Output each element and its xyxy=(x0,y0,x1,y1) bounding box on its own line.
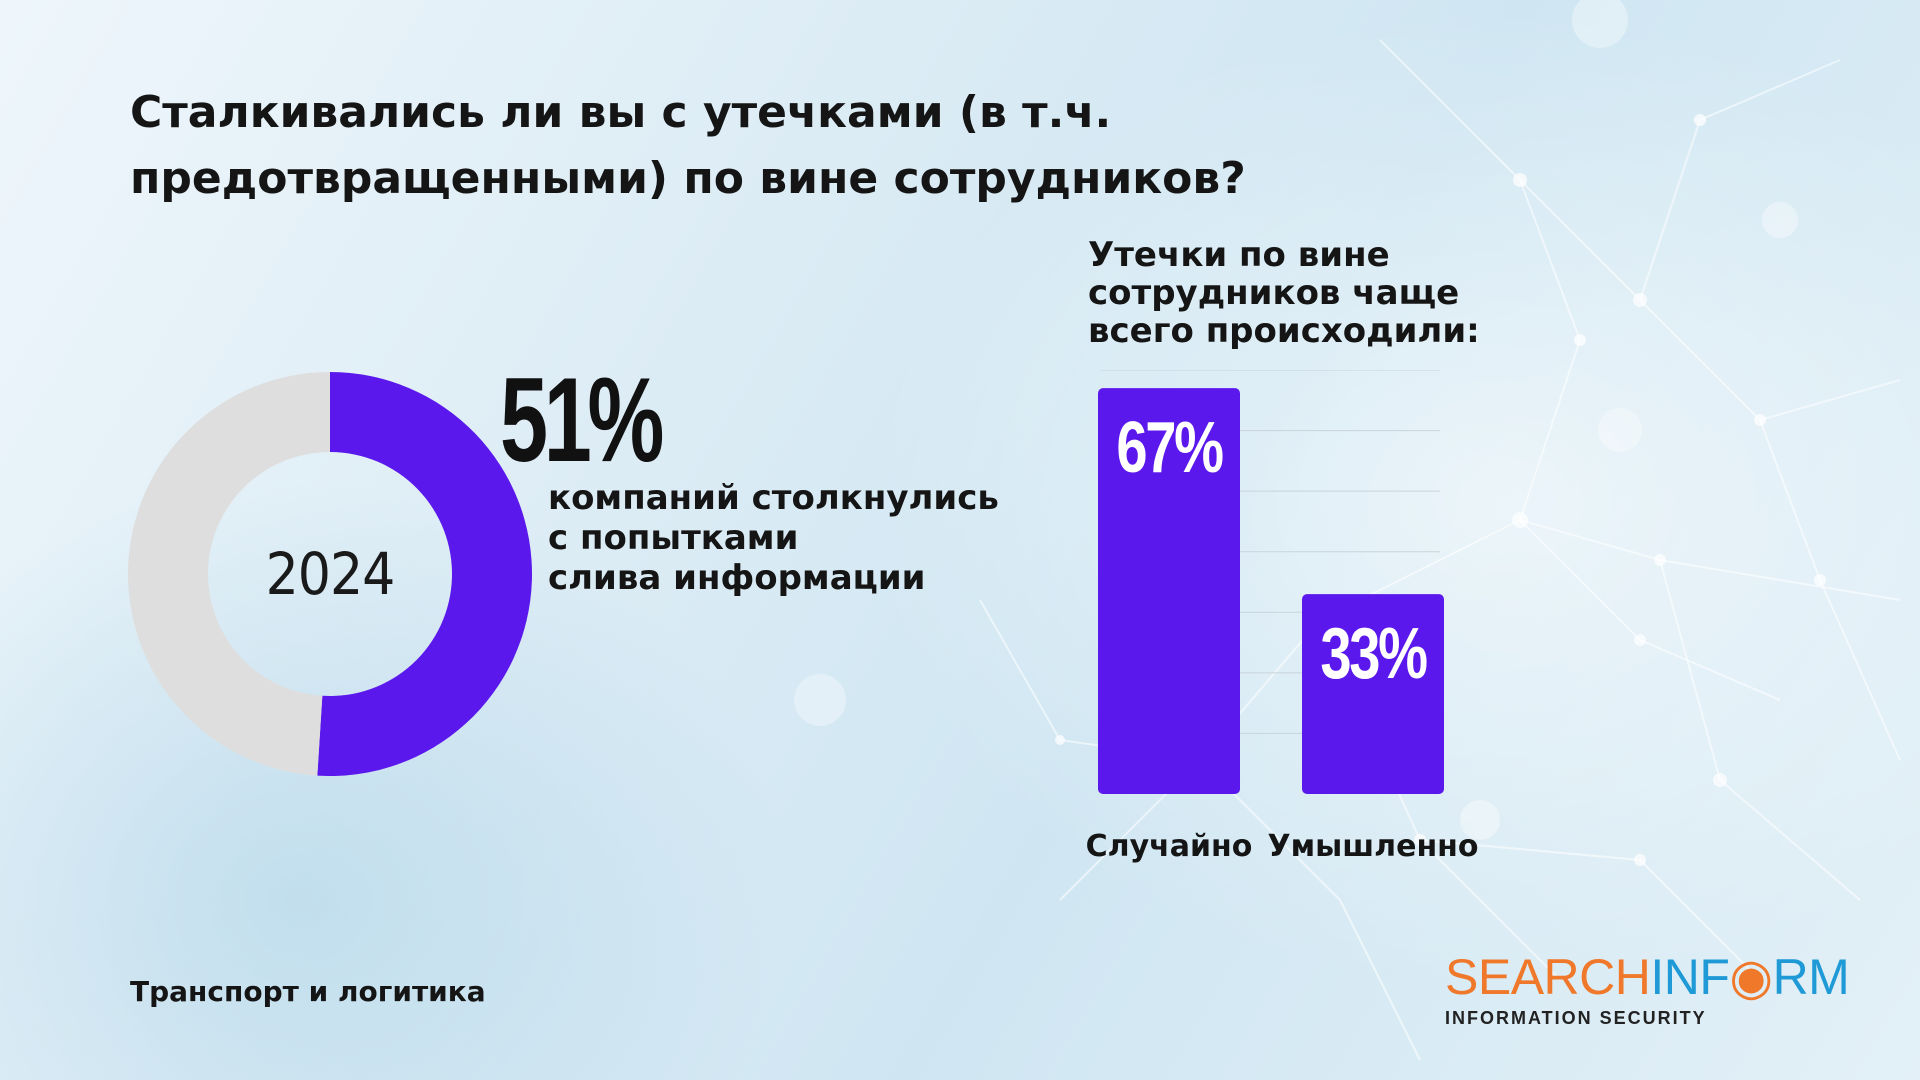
bar xyxy=(1302,594,1444,794)
logo-tagline: INFORMATION SECURITY xyxy=(1445,1008,1707,1028)
page-title: Сталкивались ли вы с утечками (в т.ч. пр… xyxy=(130,87,1246,204)
donut-center-label: 2024 xyxy=(265,540,396,608)
donut-slice-remainder xyxy=(128,372,330,776)
bar-value-label: 33% xyxy=(1320,613,1426,693)
bar-category-label: Умышленно xyxy=(1267,829,1478,864)
bar-chart-title: Утечки по вине сотрудников чаще всего пр… xyxy=(1088,236,1568,350)
sector-label: Транспорт и логитика xyxy=(130,975,486,1008)
bar-chart-title-line: Утечки по вине xyxy=(1088,235,1390,275)
logo-wordmark-part: INF xyxy=(1650,949,1730,1005)
bar-chart-title-line: всего происходили: xyxy=(1088,311,1480,351)
bar-chart: 67% Случайно 33% Умышленно xyxy=(1086,370,1479,864)
donut-value-label: 51% xyxy=(500,353,664,487)
donut-description: компаний столкнулись с попытками слива и… xyxy=(548,478,1068,598)
bar-category-label: Случайно xyxy=(1086,829,1253,864)
logo-wordmark: SEARCHINF◉RM xyxy=(1445,950,1865,1004)
logo-wordmark-part: SEARCH xyxy=(1445,949,1651,1005)
donut-chart: 2024 xyxy=(128,372,533,776)
bar xyxy=(1098,388,1240,794)
logo-wordmark-part: RM xyxy=(1772,949,1850,1005)
bar-value-label: 67% xyxy=(1116,407,1222,487)
donut-description-line: слива информации xyxy=(548,558,926,598)
bar-chart-title-line: сотрудников чаще xyxy=(1088,273,1460,313)
donut-chart-svg xyxy=(128,372,533,776)
donut-description-line: компаний столкнулись xyxy=(548,478,999,518)
logo-o-icon: ◉ xyxy=(1729,949,1773,1005)
searchinform-logo: SEARCHINF◉RM INFORMATION SECURITY xyxy=(1445,950,1865,1040)
donut-slice-value xyxy=(317,372,533,776)
donut-description-line: с попытками xyxy=(548,518,799,558)
